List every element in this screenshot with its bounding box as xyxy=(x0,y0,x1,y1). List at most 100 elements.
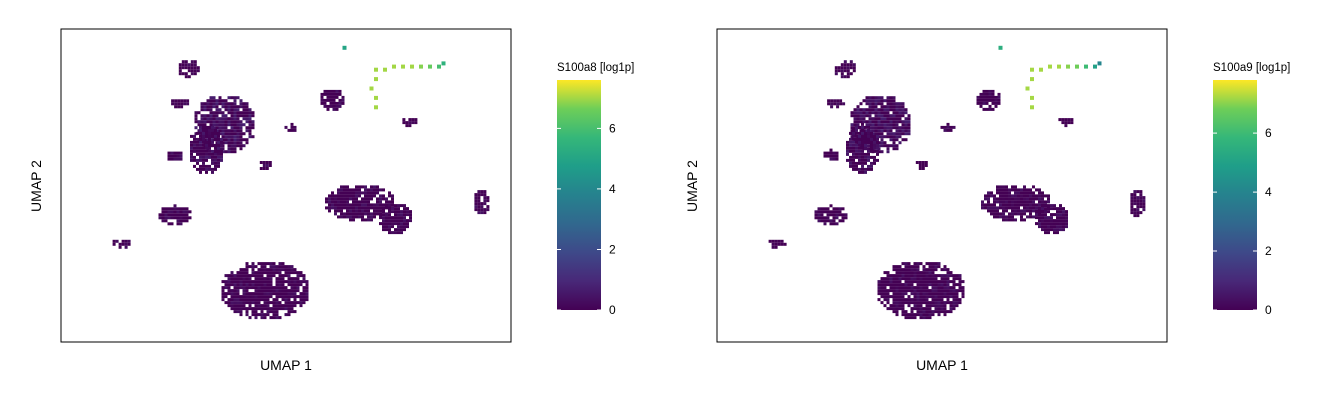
cell-point xyxy=(898,268,902,272)
cell-point xyxy=(355,212,358,216)
cell-point xyxy=(889,120,893,124)
cell-point xyxy=(823,219,827,223)
cell-point xyxy=(1038,213,1041,217)
cell-point xyxy=(886,114,890,118)
cell-point xyxy=(1035,197,1038,201)
cell-point xyxy=(949,304,953,308)
cell-point xyxy=(269,271,273,275)
cell-point xyxy=(379,203,382,207)
cell-point xyxy=(949,280,953,284)
cell-point xyxy=(829,222,833,226)
cell-point xyxy=(1026,203,1029,207)
cell-point xyxy=(922,283,926,287)
cell-point xyxy=(901,310,905,314)
cell-point xyxy=(209,117,213,121)
cell-point xyxy=(952,125,956,129)
cell-point xyxy=(242,292,246,296)
cell-point xyxy=(233,123,237,127)
cell-point xyxy=(991,89,995,93)
cell-point xyxy=(846,143,849,147)
cell-point xyxy=(290,310,294,314)
cell-point xyxy=(1017,209,1020,213)
cell-point xyxy=(215,117,219,121)
cell-point xyxy=(874,99,878,103)
cell-point xyxy=(883,292,887,296)
cell-point xyxy=(849,155,852,159)
cell-point xyxy=(928,301,932,305)
cell-point xyxy=(892,120,896,124)
cell-point xyxy=(934,262,938,266)
cell-point xyxy=(990,194,993,198)
cell-point xyxy=(239,298,243,302)
cell-point xyxy=(924,164,928,167)
cell-point xyxy=(334,200,337,204)
cell-point xyxy=(895,286,899,290)
cell-point xyxy=(999,197,1002,201)
cell-point xyxy=(266,307,270,311)
cell-point xyxy=(242,117,246,121)
cell-point xyxy=(224,280,228,284)
cell-point xyxy=(174,99,178,103)
cell-point xyxy=(904,292,908,296)
cell-point xyxy=(332,92,336,96)
cell-point xyxy=(952,301,956,305)
cell-point xyxy=(904,271,908,275)
cell-point xyxy=(158,213,162,217)
cell-point xyxy=(1050,219,1053,223)
cell-point xyxy=(898,141,902,145)
cell-point xyxy=(382,222,385,226)
cell-point xyxy=(823,222,827,226)
cell-point xyxy=(858,161,861,165)
cell-point xyxy=(892,307,896,311)
cell-point xyxy=(388,231,391,235)
cell-point xyxy=(880,150,884,154)
cell-point xyxy=(251,307,255,311)
cell-point xyxy=(1136,199,1140,203)
cell-point xyxy=(293,271,297,275)
cell-point xyxy=(886,295,890,299)
cell-point xyxy=(1011,185,1014,189)
cell-point xyxy=(928,262,932,266)
cell-point xyxy=(886,129,890,133)
cell-point xyxy=(1038,222,1041,226)
cell-point xyxy=(984,203,987,207)
cell-point xyxy=(193,164,196,168)
cell-point xyxy=(202,140,205,144)
cell-point xyxy=(208,137,211,141)
cell-point xyxy=(477,205,481,209)
cell-point xyxy=(239,123,243,127)
cell-point xyxy=(1020,218,1023,222)
cell-point xyxy=(206,105,210,109)
cell-point xyxy=(170,151,174,155)
cell-point xyxy=(205,152,208,156)
cell-point xyxy=(892,147,896,151)
cell-point xyxy=(220,158,223,162)
cell-point xyxy=(901,262,905,266)
cell-point xyxy=(873,146,876,150)
cell-point xyxy=(477,211,481,215)
cell-point xyxy=(895,271,899,275)
cell-point xyxy=(272,316,276,320)
cell-point xyxy=(943,283,947,287)
cell-point xyxy=(1062,207,1065,211)
cell-point xyxy=(486,199,490,203)
cell-point xyxy=(340,212,343,216)
cell-point xyxy=(202,128,205,132)
cell-point xyxy=(349,206,352,210)
cell-point xyxy=(212,111,216,115)
cell-point xyxy=(202,134,205,138)
cell-point xyxy=(179,216,183,220)
cell-point xyxy=(931,310,935,314)
cell-point xyxy=(338,98,342,102)
cell-point xyxy=(266,268,270,272)
cell-point xyxy=(846,75,850,79)
cell-point xyxy=(239,114,243,118)
cell-point xyxy=(1139,211,1143,215)
cell-point xyxy=(898,129,902,133)
cell-point xyxy=(861,158,864,162)
cell-point xyxy=(876,140,879,144)
cell-point xyxy=(224,135,228,139)
cell-point xyxy=(337,215,340,219)
cell-point xyxy=(943,128,947,132)
high-expression-point xyxy=(374,95,378,100)
